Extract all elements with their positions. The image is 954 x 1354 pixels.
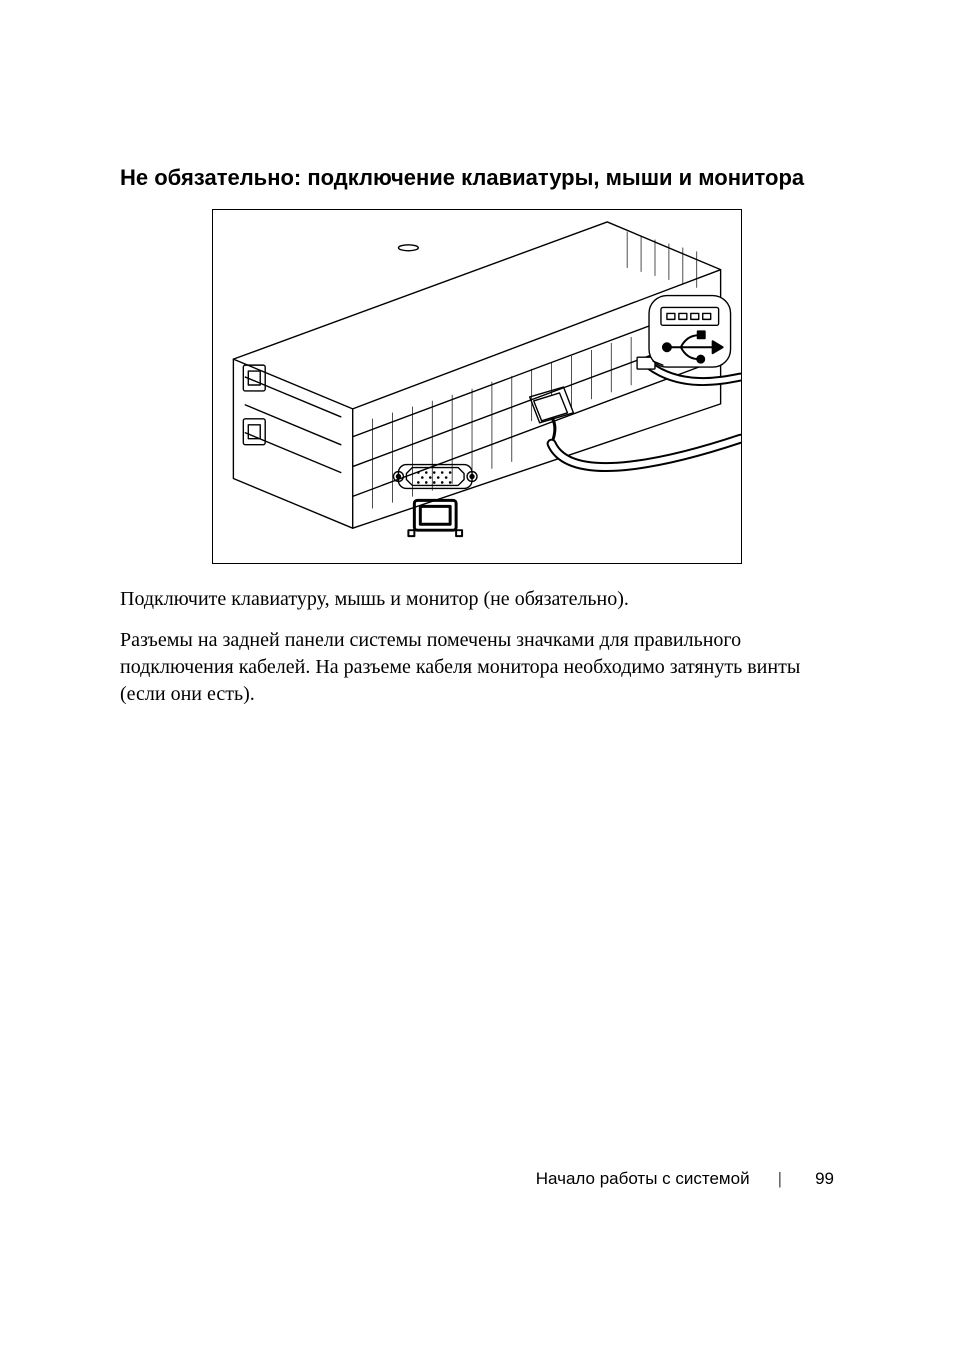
server-chassis (233, 222, 720, 528)
section-heading: Не обязательно: подключение клавиатуры, … (120, 165, 834, 191)
power-inlet-icon (243, 419, 265, 445)
footer-separator: | (778, 1169, 782, 1189)
server-connections-svg (213, 210, 741, 563)
server-rear-illustration (212, 209, 742, 564)
vga-cable (530, 387, 741, 467)
usb-callout (649, 296, 731, 368)
footer-section-title: Начало работы с системой (536, 1169, 750, 1189)
paragraph-2: Разъемы на задней панели системы помечен… (120, 627, 834, 708)
vga-callout (393, 465, 477, 537)
monitor-icon (408, 500, 462, 536)
figure-container (120, 209, 834, 564)
page-footer: Начало работы с системой | 99 (0, 1169, 954, 1189)
vga-port-icon (393, 465, 477, 489)
document-page: Не обязательно: подключение клавиатуры, … (0, 0, 954, 1354)
page-number: 99 (810, 1169, 834, 1189)
paragraph-1: Подключите клавиатуру, мышь и монитор (н… (120, 586, 834, 613)
